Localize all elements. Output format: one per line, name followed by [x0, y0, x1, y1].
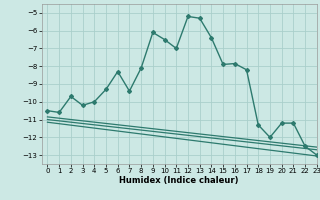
X-axis label: Humidex (Indice chaleur): Humidex (Indice chaleur) [119, 176, 239, 185]
